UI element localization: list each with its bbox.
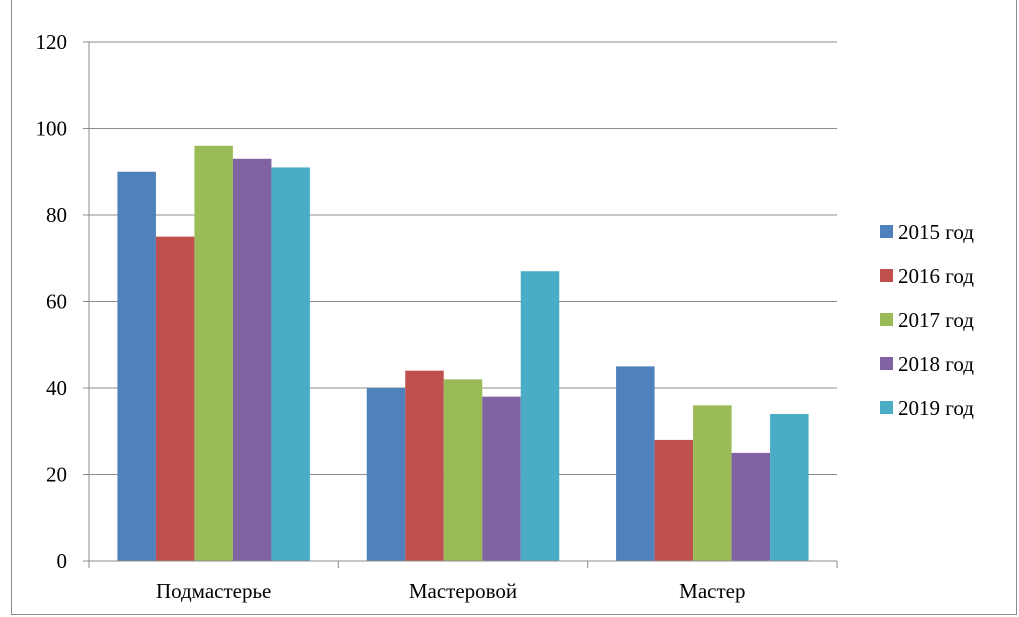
bar-2018-год-2 xyxy=(731,452,771,561)
y-tick-labels: 0 20 40 60 80 100 120 xyxy=(36,30,68,573)
y-tick-label: 120 xyxy=(36,30,68,54)
legend-swatch xyxy=(880,401,893,414)
legend-label: 2019 год xyxy=(898,396,974,420)
bar-2017-год-1 xyxy=(443,379,483,561)
category-labels: Подмастерье Мастеровой Мастер xyxy=(156,579,746,603)
axes xyxy=(83,41,838,568)
y-tick-label: 60 xyxy=(46,290,67,314)
bar-2016-год-2 xyxy=(654,439,694,561)
legend-swatch xyxy=(880,269,893,282)
bar-2019-год-2 xyxy=(770,413,809,561)
bar-2018-год-1 xyxy=(482,396,521,561)
legend-swatch xyxy=(880,357,893,370)
legend-label: 2017 год xyxy=(898,308,974,332)
y-tick-label: 40 xyxy=(46,376,67,400)
bar-2019-год-1 xyxy=(520,271,560,561)
legend-swatch xyxy=(880,225,893,238)
bar-2019-год-0 xyxy=(271,167,310,562)
category-label: Подмастерье xyxy=(156,579,271,603)
bar-2018-год-0 xyxy=(232,158,272,561)
bar-2017-год-0 xyxy=(194,145,233,562)
legend-label: 2018 год xyxy=(898,352,974,376)
y-tick-label: 0 xyxy=(57,549,68,573)
chart-frame xyxy=(11,0,1017,615)
bar-2017-год-2 xyxy=(693,405,732,561)
category-label: Мастер xyxy=(679,579,745,603)
legend-label: 2016 год xyxy=(898,264,974,288)
legend-label: 2015 год xyxy=(898,220,974,244)
bars xyxy=(117,145,809,562)
bar-2015-год-1 xyxy=(366,388,406,561)
y-tick-label: 80 xyxy=(46,203,67,227)
bar-2015-год-0 xyxy=(117,171,156,561)
bar-2016-год-0 xyxy=(155,236,195,561)
bar-2015-год-2 xyxy=(616,366,655,561)
y-tick-label: 20 xyxy=(46,463,67,487)
legend: 2015 год 2016 год 2017 год 2018 год 2019 год xyxy=(880,220,974,420)
category-label: Мастеровой xyxy=(409,579,517,603)
y-tick-label: 100 xyxy=(36,117,68,141)
bar-2016-год-1 xyxy=(405,370,444,561)
legend-swatch xyxy=(880,313,893,326)
